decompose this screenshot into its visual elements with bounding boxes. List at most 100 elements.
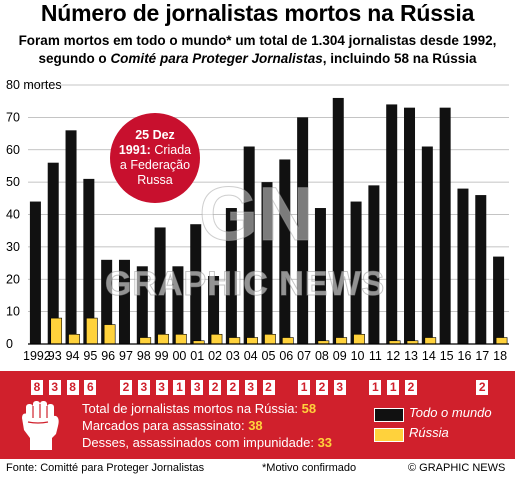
x-tick-label: 01 — [190, 349, 204, 363]
x-tick-label: 97 — [119, 349, 133, 363]
callout-year: 1991: — [118, 143, 151, 157]
x-tick-label: 08 — [315, 349, 329, 363]
x-tick-label: 14 — [422, 349, 436, 363]
bar-russia — [335, 337, 348, 345]
russia-count-cell: 3 — [48, 380, 61, 395]
bar-world — [118, 259, 130, 344]
watermark-text: GRAPHIC NEWS — [104, 265, 386, 304]
stat-murdered: Marcados para assassinato: 38 — [82, 418, 263, 433]
x-tick-label: 04 — [244, 349, 258, 363]
bar-world — [243, 146, 255, 344]
russia-count-cell: 1 — [298, 380, 311, 395]
bar-world — [65, 130, 77, 344]
x-tick-label: 02 — [208, 349, 222, 363]
russia-count-cell: 8 — [30, 380, 43, 395]
legend-russia-swatch — [374, 428, 404, 442]
x-tick-label: 09 — [333, 349, 347, 363]
bar-russia — [175, 333, 187, 345]
bar-world — [29, 201, 41, 344]
stat-impunity-label: Desses, assassinados com impunidade: — [82, 435, 318, 450]
russia-count-cell: 2 — [405, 380, 418, 395]
bar-world — [261, 182, 273, 344]
watermark-logo: GN — [199, 172, 314, 258]
russia-count-cell: 8 — [66, 380, 79, 395]
russia-count-cell: 6 — [84, 380, 97, 395]
callout-circle: 25 Dez 1991: Criada a Federação Russa — [110, 113, 200, 203]
footer-source: Fonte: Comitté para Proteger Jornalistas — [6, 462, 205, 474]
bar-russia — [246, 337, 258, 345]
bar-world — [439, 107, 451, 344]
x-tick-label: 10 — [351, 349, 365, 363]
page-title: Número de jornalistas mortos na Rússia — [40, 0, 475, 26]
russia-count-cell: 3 — [137, 380, 150, 395]
russia-count-cell: 3 — [155, 380, 168, 395]
bar-world — [172, 266, 184, 344]
bar-world — [136, 266, 148, 344]
legend-world-swatch — [374, 408, 404, 422]
bar-russia — [424, 337, 437, 345]
russia-count-cell: 2 — [315, 380, 328, 395]
footer-credit: © GRAPHIC NEWS — [408, 462, 506, 474]
x-tick-label: 00 — [172, 349, 186, 363]
page-subtitle: Foram mortos em todo o mundo* um total d… — [0, 32, 515, 68]
bar-russia — [68, 333, 80, 345]
x-tick-label: 99 — [155, 349, 169, 363]
footer-note: *Motivo confirmado — [262, 462, 357, 474]
bar-world — [101, 259, 113, 344]
bar-world — [332, 97, 344, 344]
stat-impunity: Desses, assassinados com impunidade: 33 — [82, 435, 332, 450]
russia-count-cell: 1 — [387, 380, 400, 395]
russia-count-cell: 3 — [191, 380, 204, 395]
bar-russia — [86, 317, 98, 345]
bar-russia — [210, 333, 223, 345]
bar-world — [154, 227, 166, 344]
stat-total-value: 58 — [301, 401, 317, 416]
bar-world — [421, 146, 433, 344]
russia-count-cell: 2 — [119, 380, 132, 395]
bar-russia — [103, 324, 116, 345]
x-tick-label: 13 — [404, 349, 418, 363]
russia-count-cell: 2 — [262, 380, 275, 395]
bar-russia — [50, 317, 63, 345]
callout-date: 25 Dez — [135, 128, 175, 142]
stat-murdered-value: 38 — [248, 418, 263, 433]
x-tick-label: 12 — [386, 349, 400, 363]
bar-world — [208, 276, 220, 344]
bar-world — [475, 195, 487, 344]
bar-world — [279, 159, 291, 344]
russia-count-cell: 2 — [209, 380, 222, 395]
bar-world — [404, 107, 416, 344]
bar-russia — [264, 333, 276, 345]
x-tick-label: 11 — [369, 349, 382, 363]
russia-count-cell: 1 — [369, 380, 382, 395]
russia-count-cell: 2 — [226, 380, 239, 395]
y-tick-label: 20 — [6, 272, 20, 286]
y-tick-label: 70 — [6, 110, 20, 124]
stat-total: Total de jornalistas mortos na Rússia: 5… — [82, 401, 316, 416]
bar-russia — [228, 337, 241, 345]
bar-world — [225, 208, 237, 344]
x-tick-label: 05 — [262, 349, 276, 363]
x-tick-label: 16 — [458, 349, 472, 363]
x-tick-label: 18 — [493, 349, 507, 363]
y-tick-label: 50 — [6, 175, 20, 189]
bar-russia — [157, 333, 169, 345]
subtitle-line2c: , incluindo 58 na Rússia — [322, 51, 477, 66]
x-tick-label: 94 — [66, 349, 80, 363]
x-tick-label: 98 — [137, 349, 151, 363]
y-tick-label: 80 mortes — [6, 78, 62, 92]
bar-world — [350, 201, 362, 344]
y-tick-label: 30 — [6, 240, 20, 254]
bar-russia — [353, 333, 365, 345]
stat-total-label: Total de jornalistas mortos na Rússia: — [82, 401, 302, 416]
russia-count-cell: 1 — [173, 380, 186, 395]
x-tick-label: 96 — [101, 349, 115, 363]
bar-russia — [282, 337, 294, 345]
x-tick-label: 03 — [226, 349, 240, 363]
callout-text3: Russa — [137, 173, 173, 187]
bar-world — [493, 256, 505, 344]
legend-russia-label: Rússia — [409, 425, 449, 440]
x-tick-label: 06 — [279, 349, 293, 363]
russia-count-cell: 3 — [244, 380, 257, 395]
